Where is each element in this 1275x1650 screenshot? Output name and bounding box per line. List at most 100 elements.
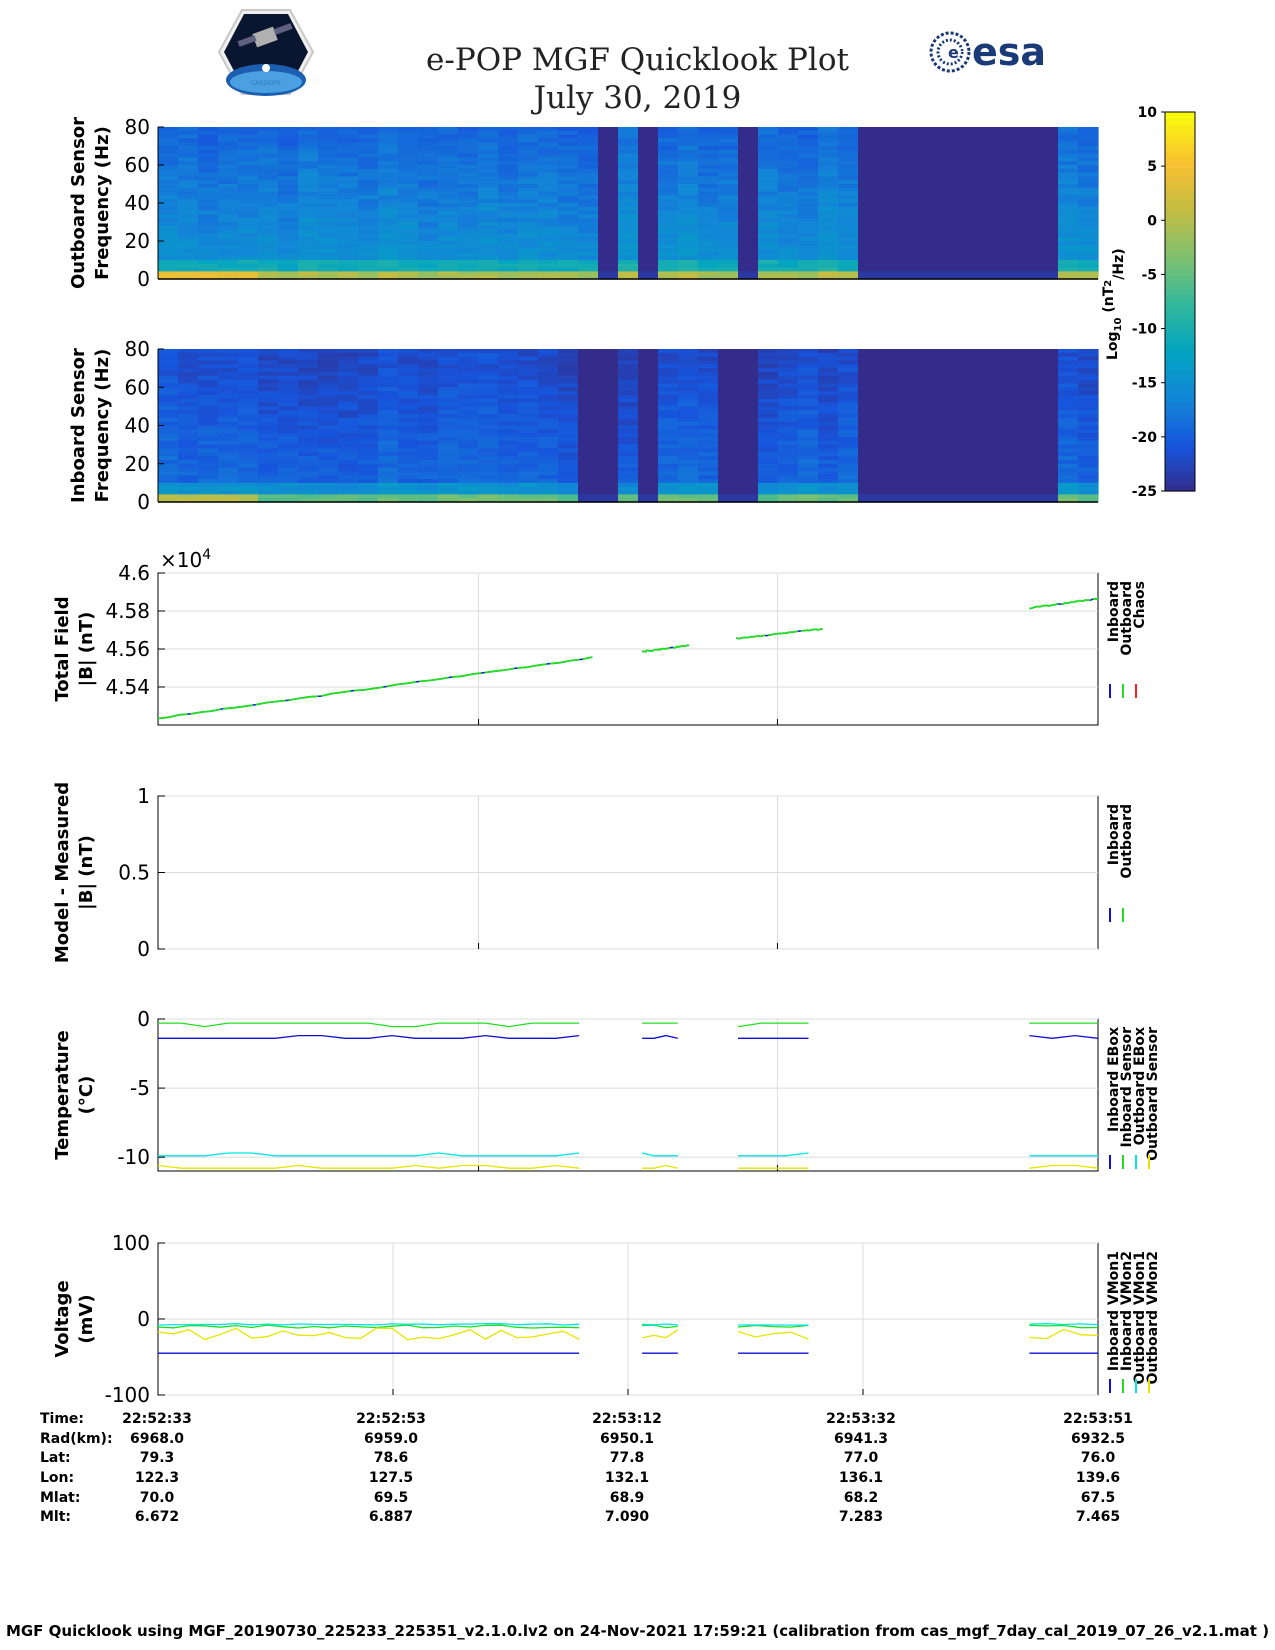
spectrogram-cell bbox=[778, 436, 799, 442]
spectrogram-cell bbox=[1018, 229, 1039, 234]
spectrogram-cell bbox=[378, 127, 399, 132]
spectrogram-cell bbox=[338, 425, 359, 430]
spectrogram-cell bbox=[898, 134, 919, 139]
spectrogram-cell bbox=[678, 237, 699, 242]
spectrogram-cell bbox=[478, 360, 499, 365]
spectrogram-cell bbox=[498, 203, 519, 208]
spectrogram-cell bbox=[1018, 271, 1039, 276]
spectrogram-cell bbox=[638, 425, 659, 430]
spectrogram-cell bbox=[318, 406, 339, 411]
spectrogram-cell bbox=[178, 406, 199, 411]
spectrogram-cell bbox=[418, 203, 439, 208]
spectrogram-cell bbox=[998, 195, 1019, 200]
spectrogram-cell bbox=[878, 149, 899, 155]
spectrogram-cell bbox=[878, 263, 899, 269]
spectrogram-cell bbox=[278, 146, 299, 151]
spectrogram-cell bbox=[798, 180, 819, 185]
spectrogram-cell bbox=[358, 184, 379, 189]
spectrogram-cell bbox=[898, 360, 919, 365]
spectrogram-cell bbox=[798, 444, 819, 450]
spectrogram-cell bbox=[738, 417, 759, 423]
series-line-inboard-ebox bbox=[642, 1034, 678, 1039]
spectrogram-cell bbox=[1018, 444, 1039, 450]
spectrogram-cell bbox=[338, 187, 359, 193]
spectrogram-cell bbox=[878, 267, 899, 272]
spectrogram-cell bbox=[878, 356, 899, 362]
spectrogram-cell bbox=[818, 214, 839, 219]
spectrogram-cell bbox=[1078, 138, 1099, 143]
spectrogram-cell bbox=[898, 471, 919, 476]
spectrogram-cell bbox=[658, 138, 679, 143]
spectrogram-cell bbox=[178, 260, 199, 265]
spectrogram-cell bbox=[698, 191, 719, 196]
spectrogram-cell bbox=[938, 429, 959, 434]
spectrogram-cell bbox=[178, 252, 199, 257]
spectrogram-cell bbox=[938, 387, 959, 392]
spectrogram-cell bbox=[738, 146, 759, 151]
spectrogram-cell bbox=[858, 222, 879, 227]
spectrogram-cell bbox=[1038, 203, 1059, 208]
spectrogram-cell bbox=[198, 157, 219, 162]
spectrogram-cell bbox=[738, 349, 759, 354]
colorbar-step bbox=[1165, 257, 1195, 265]
spectrogram-cell bbox=[238, 214, 259, 219]
spectrogram-cell bbox=[398, 475, 419, 480]
spectrogram-cell bbox=[978, 467, 999, 472]
spectrogram-cell bbox=[218, 214, 239, 219]
series-line-outboard-vmon2 bbox=[737, 1330, 809, 1340]
spectrogram-cell bbox=[478, 448, 499, 453]
spectrogram-cell bbox=[558, 387, 579, 392]
spectrogram-cell bbox=[558, 195, 579, 200]
spectrogram-cell bbox=[298, 406, 319, 411]
spectrogram-cell bbox=[538, 490, 559, 495]
spectrogram-cell bbox=[838, 371, 859, 377]
spectrogram-cell bbox=[198, 248, 219, 253]
spectrogram-cell bbox=[958, 191, 979, 196]
spectrogram-cell bbox=[858, 248, 879, 253]
spectrogram-cell bbox=[298, 383, 319, 388]
spectrogram-cell bbox=[878, 448, 899, 453]
spectrogram-cell bbox=[198, 368, 219, 373]
spectrogram-cell bbox=[998, 456, 1019, 461]
spectrogram-cell bbox=[698, 233, 719, 238]
spectrogram-cell bbox=[538, 210, 559, 215]
spectrogram-cell bbox=[498, 130, 519, 136]
spectrogram-cell bbox=[218, 248, 239, 253]
spectrogram-cell bbox=[618, 168, 639, 174]
spectrogram-cell bbox=[818, 498, 839, 503]
spectrogram-cell bbox=[238, 498, 259, 503]
spectrogram-cell bbox=[398, 456, 419, 461]
spectrogram-cell bbox=[518, 471, 539, 476]
spectrogram-cell bbox=[658, 387, 679, 392]
spectrogram-cell bbox=[498, 263, 519, 269]
spectrogram-cell bbox=[698, 387, 719, 392]
spectrogram-cell bbox=[738, 471, 759, 476]
spectrogram-cell bbox=[958, 146, 979, 151]
spectrogram-cell bbox=[758, 356, 779, 362]
spectrogram-cell bbox=[838, 218, 859, 223]
spectrogram-cell bbox=[838, 214, 859, 219]
spectrogram-cell bbox=[678, 180, 699, 185]
spectrogram-cell bbox=[1058, 248, 1079, 253]
spectrogram-cell bbox=[538, 142, 559, 147]
spectrogram-cell bbox=[598, 237, 619, 242]
spectrogram-cell bbox=[638, 383, 659, 388]
spectrogram-cell bbox=[458, 191, 479, 196]
spectrogram-cell bbox=[258, 417, 279, 423]
spectrogram-cell bbox=[1018, 138, 1039, 143]
spectrogram-cell bbox=[458, 360, 479, 365]
spectrogram-cell bbox=[178, 195, 199, 200]
spectrogram-cell bbox=[698, 452, 719, 457]
spectrogram-cell bbox=[758, 172, 779, 177]
spectrogram-cell bbox=[1038, 394, 1059, 400]
spectrogram-cell bbox=[458, 406, 479, 411]
spectrogram-cell bbox=[318, 463, 339, 469]
spectrogram-cell bbox=[578, 168, 599, 174]
spectrogram-cell bbox=[198, 263, 219, 269]
spectrogram-cell bbox=[418, 134, 439, 139]
spectrogram-cell bbox=[978, 448, 999, 453]
spectrogram-cell bbox=[818, 142, 839, 147]
spectrogram-cell bbox=[658, 267, 679, 272]
colorbar-step bbox=[1165, 484, 1195, 492]
